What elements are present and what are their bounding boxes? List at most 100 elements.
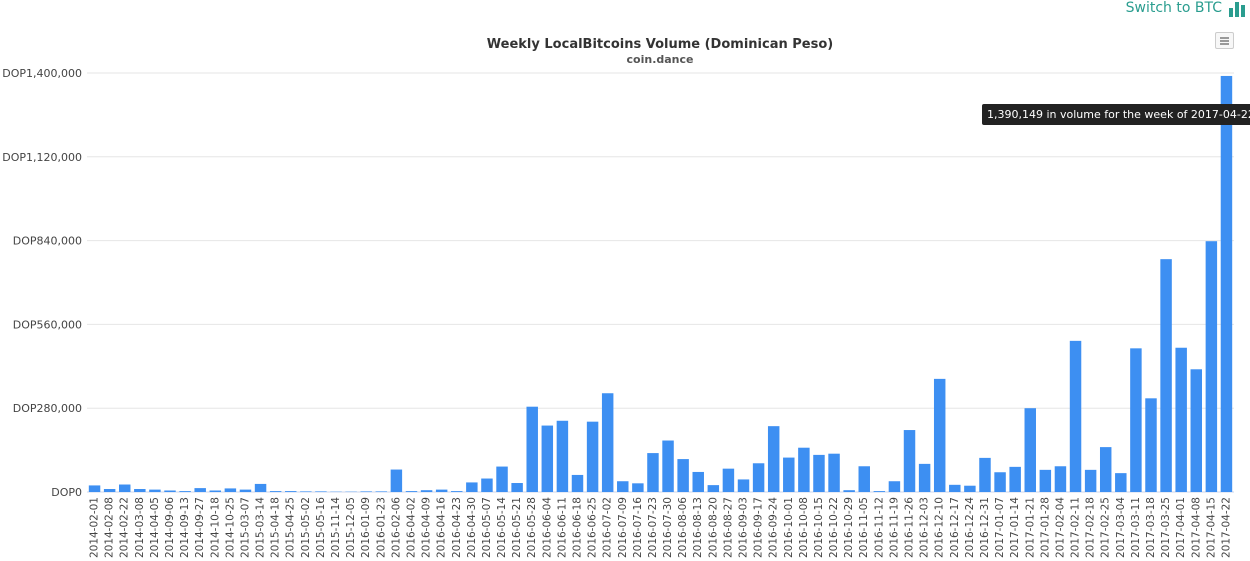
bar[interactable] — [1084, 469, 1097, 492]
bar[interactable] — [888, 481, 901, 492]
chart-title: Weekly LocalBitcoins Volume (Dominican P… — [487, 37, 833, 52]
bar[interactable] — [103, 489, 116, 492]
bar[interactable] — [722, 468, 735, 492]
bar[interactable] — [1054, 466, 1067, 492]
bar[interactable] — [511, 483, 523, 492]
bar[interactable] — [1175, 347, 1187, 492]
x-tick-label: 2014-10-25 — [224, 497, 236, 558]
bar[interactable] — [239, 489, 252, 492]
bar[interactable] — [933, 378, 946, 492]
x-tick-label: 2016-11-12 — [873, 497, 885, 558]
bar[interactable] — [1205, 241, 1218, 492]
bar[interactable] — [843, 490, 855, 492]
x-tick-label: 2016-12-10 — [934, 497, 946, 558]
bar[interactable] — [149, 489, 161, 492]
bar[interactable] — [1024, 408, 1036, 492]
bar[interactable] — [692, 471, 704, 492]
x-tick-label: 2016-04-09 — [421, 497, 433, 558]
bar[interactable] — [813, 454, 825, 492]
bar[interactable] — [119, 484, 131, 492]
bar[interactable] — [677, 459, 689, 492]
bar[interactable] — [224, 488, 237, 492]
bar[interactable] — [1069, 340, 1082, 492]
bar[interactable] — [783, 457, 795, 492]
x-tick-label: 2016-10-08 — [798, 497, 810, 558]
bar[interactable] — [918, 463, 931, 492]
bar[interactable] — [964, 485, 976, 492]
x-tick-label: 2016-09-17 — [753, 497, 765, 558]
bar[interactable] — [617, 481, 629, 492]
bar[interactable] — [1220, 75, 1233, 492]
bar[interactable] — [556, 420, 569, 492]
switch-to-btc-label[interactable]: Switch to BTC — [1125, 0, 1222, 16]
bar[interactable] — [903, 430, 916, 492]
x-tick-label: 2014-09-27 — [194, 497, 206, 558]
bar[interactable] — [466, 482, 478, 492]
bar[interactable] — [435, 489, 448, 492]
x-tick-label: 2016-12-17 — [949, 497, 961, 558]
x-tick-label: 2016-06-04 — [541, 497, 553, 558]
bar[interactable] — [134, 489, 146, 492]
bar[interactable] — [949, 484, 961, 492]
bar[interactable] — [420, 490, 433, 492]
bar[interactable] — [647, 453, 659, 492]
bar[interactable] — [269, 491, 282, 492]
x-tick-label: 2014-02-01 — [89, 497, 101, 558]
bar[interactable] — [526, 406, 538, 492]
bar[interactable] — [873, 491, 886, 492]
bar[interactable] — [254, 483, 267, 492]
bar[interactable] — [164, 490, 176, 493]
x-tick-label: 2014-09-13 — [179, 497, 191, 558]
x-tick-label: 2017-02-04 — [1054, 497, 1066, 558]
bar[interactable] — [571, 474, 584, 492]
bar[interactable] — [315, 491, 327, 492]
x-tick-label: 2015-04-18 — [270, 497, 282, 558]
bar[interactable] — [737, 479, 750, 492]
bar[interactable] — [1160, 259, 1172, 492]
bar[interactable] — [828, 453, 840, 492]
bar[interactable] — [541, 425, 554, 492]
bar[interactable] — [1115, 473, 1127, 492]
x-tick-label: 2016-12-31 — [979, 497, 991, 558]
bar[interactable] — [481, 478, 493, 492]
bar[interactable] — [601, 393, 614, 492]
x-tick-label: 2015-11-14 — [330, 497, 342, 558]
bar[interactable] — [858, 466, 870, 492]
bar[interactable] — [405, 491, 418, 492]
bar[interactable] — [1145, 398, 1157, 492]
bar[interactable] — [798, 447, 810, 492]
y-tick-label: DOP1,400,000 — [2, 67, 82, 80]
bar[interactable] — [285, 491, 297, 492]
bar[interactable] — [390, 469, 403, 492]
bar[interactable] — [707, 485, 720, 492]
bar[interactable] — [1099, 447, 1112, 492]
bar[interactable] — [496, 466, 508, 492]
bar[interactable] — [1039, 469, 1052, 492]
x-tick-label: 2016-11-19 — [888, 497, 900, 558]
x-tick-label: 2016-10-22 — [828, 497, 840, 558]
bar[interactable] — [209, 490, 222, 493]
bar[interactable] — [1130, 348, 1142, 492]
bar[interactable] — [179, 491, 191, 492]
bar[interactable] — [632, 483, 644, 492]
bar[interactable] — [979, 457, 991, 492]
bar[interactable] — [662, 440, 674, 492]
bar[interactable] — [451, 491, 463, 492]
bar[interactable] — [375, 491, 388, 492]
x-tick-label: 2017-02-11 — [1070, 497, 1082, 558]
bar[interactable] — [1009, 466, 1021, 492]
x-tick-label: 2016-08-13 — [692, 497, 704, 558]
bar-chart-icon[interactable] — [1228, 1, 1246, 17]
bar[interactable] — [767, 426, 780, 492]
bar[interactable] — [88, 485, 101, 492]
bar[interactable] — [752, 463, 765, 492]
chart-menu-button[interactable] — [1215, 32, 1234, 49]
bar[interactable] — [194, 488, 206, 492]
x-tick-label: 2016-07-16 — [632, 497, 644, 558]
bar[interactable] — [994, 472, 1006, 492]
bar[interactable] — [1190, 369, 1202, 492]
y-tick-label: DOP840,000 — [13, 235, 82, 248]
bar[interactable] — [586, 421, 599, 492]
bar[interactable] — [300, 491, 312, 492]
bar[interactable] — [360, 491, 372, 492]
